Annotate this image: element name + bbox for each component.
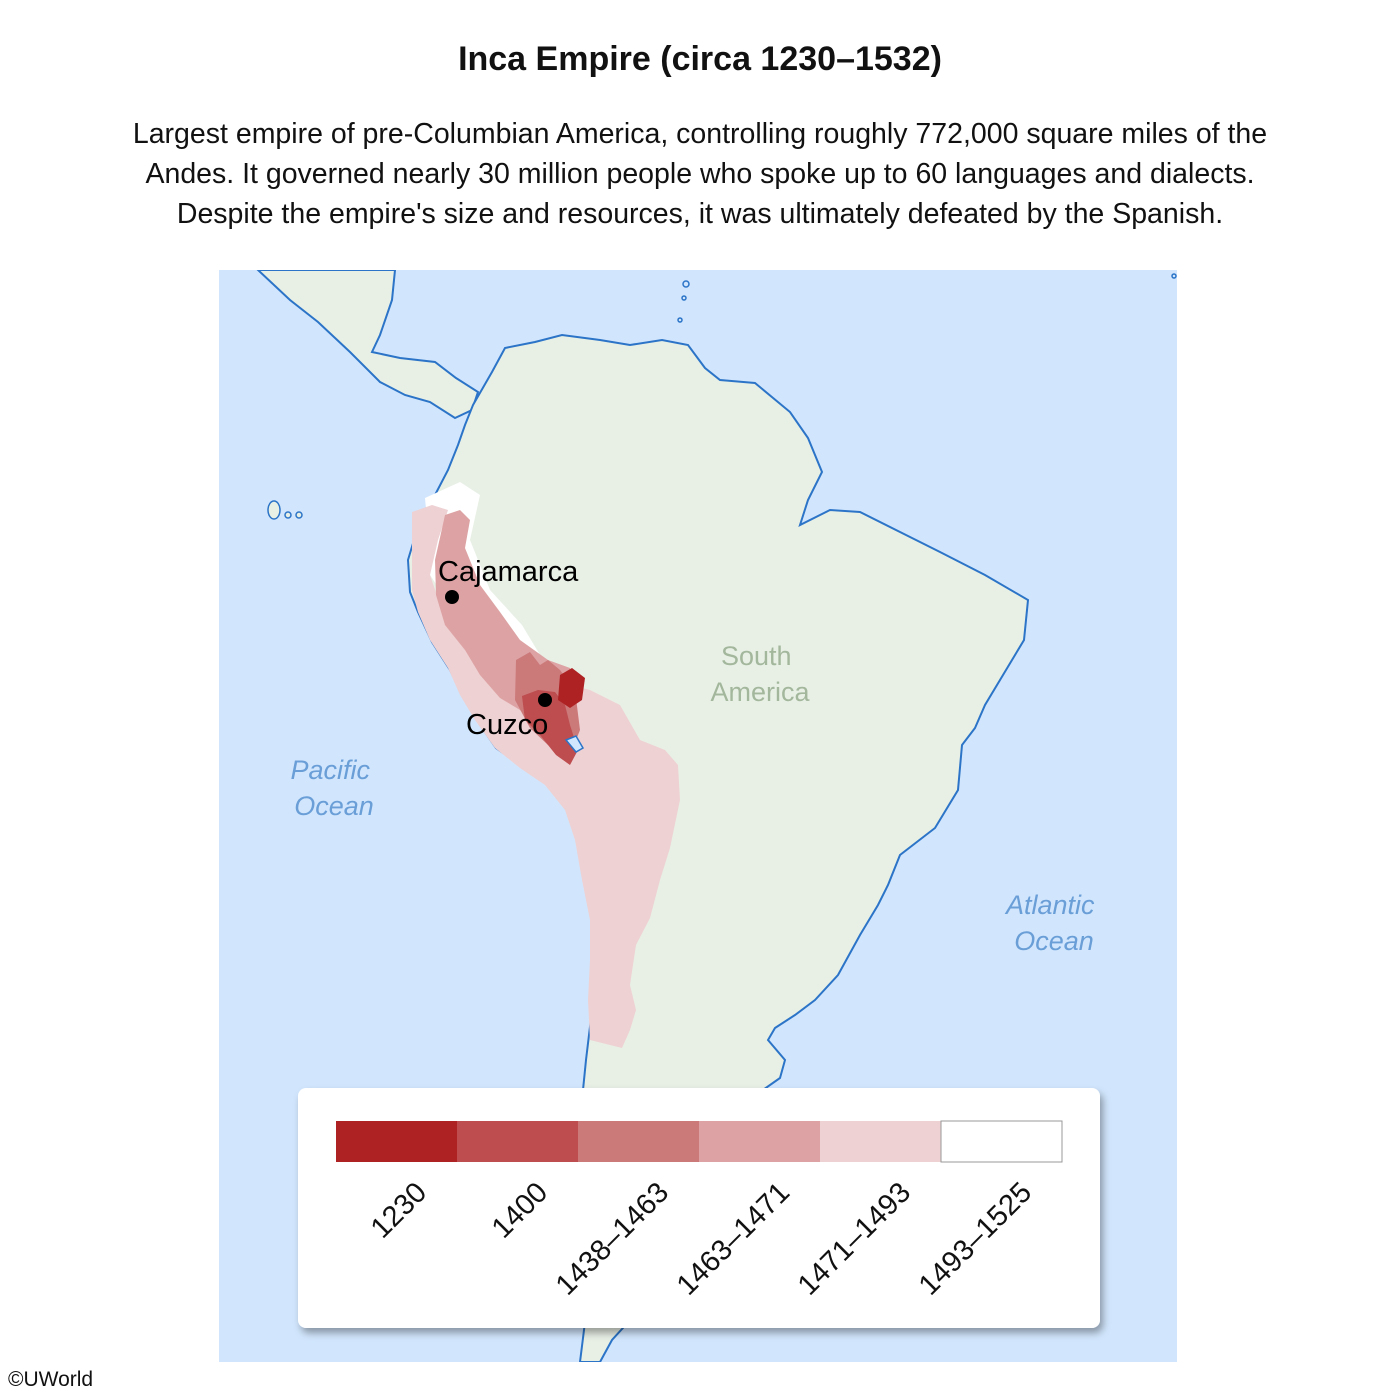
legend: 1230 14001438–14631463–14711471–14931493–… [298, 1088, 1100, 1328]
inca-empire-map: Cajamarca Cuzco South America Pacific Oc… [219, 270, 1177, 1362]
description-line-2: Andes. It governed nearly 30 million peo… [145, 158, 1255, 190]
lake-titicaca [564, 735, 585, 753]
continent-label: South America [710, 641, 810, 707]
region-1471-1493 [412, 505, 680, 1048]
galapagos-island [267, 500, 281, 520]
copyright-notice: ©UWorld [8, 1368, 94, 1391]
description-line-3: Despite the empire's size and resources,… [176, 198, 1224, 230]
pacific-ocean-label: Pacific Ocean [290, 755, 377, 821]
legend-swatch-1471–1493 [820, 1121, 941, 1162]
cajamarca-label: Cajamarca [438, 556, 579, 588]
atlantic-ocean-line-2: Ocean [1014, 926, 1094, 956]
atlantic-ocean-line-1: Atlantic [1004, 890, 1095, 920]
legend-swatch-1463–1471 [699, 1121, 820, 1162]
pacific-ocean-line-1: Pacific [290, 755, 370, 785]
cuzco-marker [538, 693, 552, 707]
legend-swatch-1230 [336, 1121, 457, 1162]
island [681, 295, 687, 301]
cuzco-label: Cuzco [466, 709, 548, 741]
description-line-1: Largest empire of pre-Columbian America,… [132, 118, 1268, 150]
continent-label-line-1: South [721, 641, 792, 671]
legend-swatch-1400 [457, 1121, 578, 1162]
island [1171, 273, 1177, 279]
continent-label-line-2: America [710, 677, 810, 707]
map-title: Inca Empire (circa 1230–1532) [458, 40, 942, 78]
legend-swatch-1493–1525 [940, 1120, 1063, 1163]
pacific-ocean-line-2: Ocean [294, 791, 374, 821]
legend-swatch-1438–1463 [578, 1121, 699, 1162]
galapagos-island [284, 511, 292, 519]
region-1230 [558, 668, 585, 708]
cajamarca-marker [445, 590, 459, 604]
map-description: Largest empire of pre-Columbian America,… [30, 114, 1370, 234]
atlantic-ocean-label: Atlantic Ocean [1004, 890, 1102, 956]
region-1400 [522, 690, 578, 765]
galapagos-island [295, 511, 303, 519]
island [682, 280, 690, 288]
island [677, 317, 683, 323]
